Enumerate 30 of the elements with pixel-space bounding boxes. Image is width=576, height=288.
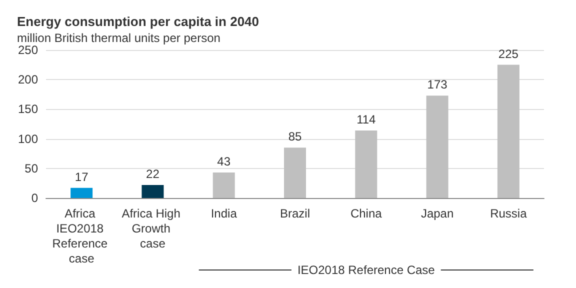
bar	[426, 96, 448, 198]
bar	[284, 148, 306, 198]
x-tick-label: India	[210, 206, 238, 220]
bar	[70, 188, 93, 198]
y-tick-label: 0	[31, 191, 38, 205]
y-tick-label: 50	[24, 161, 38, 176]
y-tick-label: 250	[18, 43, 38, 57]
data-label: 173	[427, 78, 448, 92]
data-label: 17	[74, 170, 89, 184]
data-label: 22	[146, 166, 160, 181]
bar	[212, 172, 235, 198]
chart-subtitle: million British thermal units per person	[17, 31, 220, 45]
bar	[497, 64, 520, 198]
y-tick-label: 150	[18, 102, 38, 116]
data-label: 114	[356, 112, 376, 127]
bar	[355, 130, 378, 198]
x-tick-label: Brazil	[280, 206, 310, 220]
x-tick-label: China	[350, 206, 382, 220]
text: IEO2018 Reference Case	[297, 263, 436, 277]
bar	[142, 184, 164, 198]
data-label: 225	[498, 46, 519, 61]
chart-title: Energy consumption per capita in 2040	[17, 14, 260, 29]
x-tick-label: Russia	[490, 206, 528, 220]
data-label: 85	[288, 130, 302, 144]
x-tick-label: Africa IEO2018 Reference case	[52, 206, 111, 266]
data-label: 43	[217, 154, 231, 169]
x-tick-label: Japan	[420, 206, 454, 220]
x-tick-label: Africa High Growth case	[122, 206, 184, 250]
y-tick-label: 100	[18, 132, 38, 146]
y-tick-label: 200	[18, 72, 38, 87]
